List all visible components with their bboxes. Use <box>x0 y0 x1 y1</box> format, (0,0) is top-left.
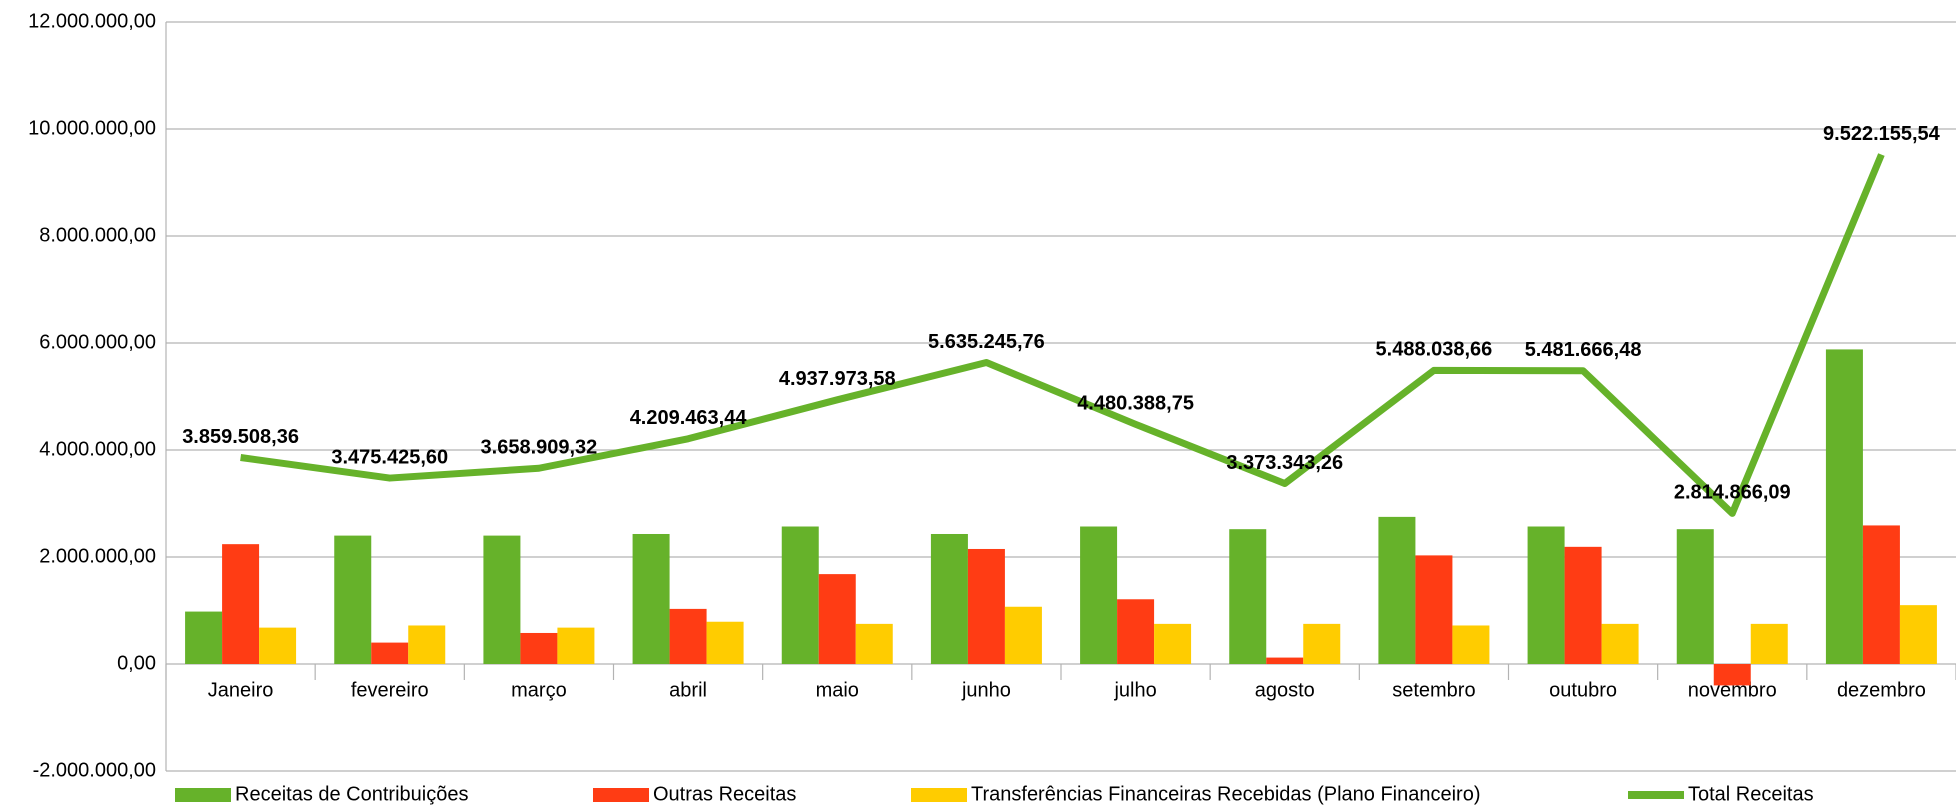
y-tick-label: 2.000.000,00 <box>39 545 156 567</box>
data-label: 2.814.866,09 <box>1674 482 1791 504</box>
y-tick-label: 12.000.000,00 <box>28 10 156 32</box>
legend-swatch <box>1628 791 1684 799</box>
x-tick-label: julho <box>1113 679 1156 701</box>
bar <box>1266 657 1304 664</box>
bar <box>1527 526 1565 664</box>
bar <box>1080 526 1118 664</box>
bar <box>632 533 670 664</box>
bar <box>1862 525 1900 664</box>
x-tick-label: novembro <box>1688 679 1777 701</box>
bar <box>818 574 856 664</box>
bar <box>334 535 372 664</box>
bar <box>1564 546 1602 664</box>
y-tick-label: 6.000.000,00 <box>39 331 156 353</box>
data-label: 5.635.245,76 <box>928 331 1045 353</box>
bar <box>1154 623 1192 664</box>
bar <box>1825 349 1863 664</box>
data-label: 4.937.973,58 <box>779 368 896 390</box>
x-tick-label: fevereiro <box>351 679 429 701</box>
bar <box>1676 529 1714 664</box>
y-tick-label: 0,00 <box>117 652 156 674</box>
bar <box>371 642 409 664</box>
bar <box>1750 623 1788 664</box>
bar <box>408 625 446 664</box>
y-tick-label: -2.000.000,00 <box>33 759 156 781</box>
x-tick-label: abril <box>669 679 707 701</box>
data-label: 4.209.463,44 <box>630 407 748 429</box>
bar <box>1415 555 1453 664</box>
data-label: 3.658.909,32 <box>481 437 598 459</box>
bar <box>669 608 707 664</box>
data-label: 3.475.425,60 <box>331 446 448 468</box>
bar <box>557 627 595 664</box>
x-tick-label: março <box>511 679 567 701</box>
legend-swatch <box>593 788 649 802</box>
data-label: 5.481.666,48 <box>1525 339 1642 361</box>
y-tick-label: 8.000.000,00 <box>39 224 156 246</box>
bar <box>1117 599 1155 664</box>
bar <box>1899 605 1937 664</box>
bar <box>483 535 521 664</box>
bar <box>222 544 260 664</box>
bar <box>1229 529 1267 664</box>
bar <box>706 621 744 664</box>
y-tick-label: 4.000.000,00 <box>39 438 156 460</box>
legend-swatch <box>911 788 967 802</box>
line <box>240 153 1885 517</box>
legend-label: Total Receitas <box>1688 783 1814 805</box>
bar <box>259 627 297 664</box>
bar <box>967 548 1005 664</box>
bar <box>1378 516 1416 664</box>
bar <box>185 611 223 664</box>
x-tick-label: outubro <box>1549 679 1617 701</box>
bar <box>855 623 893 664</box>
bar <box>1303 623 1341 664</box>
x-tick-label: setembro <box>1392 679 1475 701</box>
data-label: 5.488.038,66 <box>1376 339 1493 361</box>
data-label: 3.859.508,36 <box>182 426 299 448</box>
data-label: 9.522.155,54 <box>1823 123 1941 145</box>
x-tick-label: junho <box>961 679 1011 701</box>
legend-label: Transferências Financeiras Recebidas (Pl… <box>971 783 1481 805</box>
x-tick-label: dezembro <box>1837 679 1926 701</box>
legend-label: Receitas de Contribuições <box>235 783 468 805</box>
bar <box>1601 623 1639 664</box>
bar <box>520 632 558 664</box>
data-label: 3.373.343,26 <box>1226 452 1343 474</box>
y-tick-label: 10.000.000,00 <box>28 117 156 139</box>
x-tick-label: maio <box>816 679 859 701</box>
bar <box>930 533 968 664</box>
bar <box>781 526 819 664</box>
bar <box>1452 625 1490 664</box>
data-label: 4.480.388,75 <box>1077 393 1194 415</box>
x-tick-label: agosto <box>1255 679 1315 701</box>
legend-label: Outras Receitas <box>653 783 796 805</box>
bar <box>1713 664 1751 686</box>
bar <box>1004 606 1042 664</box>
legend-swatch <box>175 788 231 802</box>
x-tick-label: Janeiro <box>208 679 274 701</box>
